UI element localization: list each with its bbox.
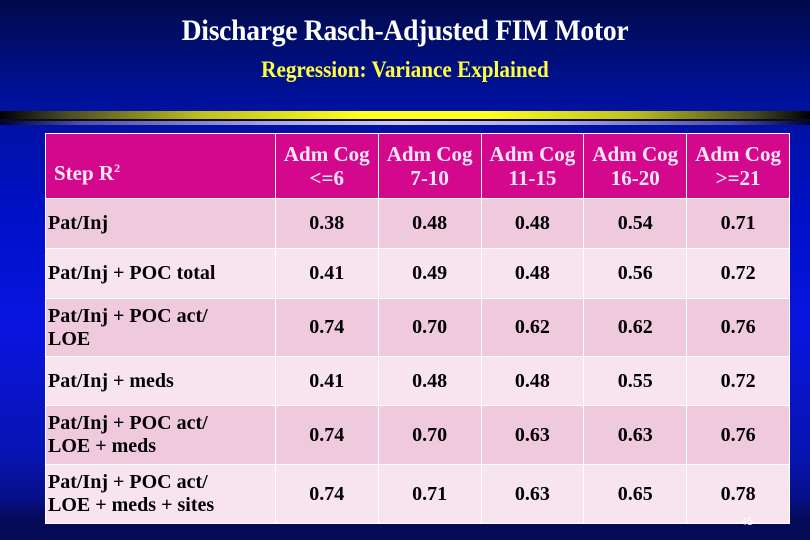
- cell-value: 0.71: [686, 198, 790, 249]
- table-header-row: Step R2 Adm Cog <=6 Adm Cog 7-10 Adm Cog 11…: [45, 133, 790, 199]
- row-label: Pat/Inj + meds: [45, 356, 276, 406]
- cell-value: 0.48: [480, 356, 585, 406]
- header-adm-cog-16-20: Adm Cog 16-20: [583, 133, 688, 199]
- cell-value: 0.54: [583, 198, 688, 249]
- cell-value: 0.41: [274, 248, 379, 299]
- cell-value: 0.48: [480, 198, 585, 249]
- decorative-lavender-bar: [0, 121, 810, 125]
- cell-value: 0.62: [480, 298, 585, 357]
- cell-value: 0.70: [377, 405, 482, 465]
- table-row: Pat/Inj + POC act/LOE + meds 0.74 0.70 0…: [45, 405, 790, 465]
- cell-value: 0.63: [480, 405, 585, 465]
- header-line1: Adm Cog: [386, 142, 473, 166]
- row-label: Pat/Inj + POC act/LOE + meds: [45, 405, 276, 465]
- table-row: Pat/Inj + POC act/LOE + meds + sites 0.7…: [45, 464, 790, 524]
- decorative-yellow-bar: [0, 111, 810, 119]
- row-label-line1: Pat/Inj + POC total: [48, 262, 216, 284]
- cell-value: 0.48: [377, 356, 482, 406]
- table-row: Pat/Inj + meds 0.41 0.48 0.48 0.55 0.72: [45, 356, 790, 406]
- table-row: Pat/Inj + POC act/LOE 0.74 0.70 0.62 0.6…: [45, 298, 790, 357]
- table-row: Pat/Inj + POC total 0.41 0.49 0.48 0.56 …: [45, 248, 790, 299]
- superscript-2: 2: [114, 160, 121, 175]
- header-step-label: Step R: [54, 160, 115, 185]
- row-label-line1: Pat/Inj: [48, 212, 108, 234]
- cell-value: 0.74: [274, 464, 379, 524]
- header-line2: 16-20: [610, 166, 660, 190]
- variance-explained-table: Step R2 Adm Cog <=6 Adm Cog 7-10 Adm Cog 11…: [45, 133, 790, 524]
- row-label-line2: LOE + meds + sites: [48, 494, 215, 516]
- header-adm-cog-ge21: Adm Cog >=21: [686, 133, 790, 199]
- cell-value: 0.41: [274, 356, 379, 406]
- row-label-line2: LOE + meds: [48, 435, 157, 457]
- cell-value: 0.56: [583, 248, 688, 299]
- cell-value: 0.74: [274, 405, 379, 465]
- header-step-r2: Step R2: [45, 133, 276, 199]
- row-label: Pat/Inj + POC act/LOE: [45, 298, 276, 357]
- header-adm-cog-7-10: Adm Cog 7-10: [377, 133, 482, 199]
- cell-value: 0.49: [377, 248, 482, 299]
- cell-value: 0.70: [377, 298, 482, 357]
- cell-value: 0.76: [686, 405, 790, 465]
- row-label-line2: LOE: [48, 327, 91, 350]
- header-line1: Adm Cog: [695, 142, 781, 166]
- header-adm-cog-le6: Adm Cog <=6: [274, 133, 379, 199]
- row-label-line1: Pat/Inj + POC act/: [48, 304, 208, 327]
- cell-value: 0.62: [583, 298, 688, 357]
- row-label-line1: Pat/Inj + POC act/: [48, 412, 208, 434]
- decorative-dark-line: [0, 119, 810, 121]
- header-line2: >=21: [715, 166, 761, 190]
- row-label-line1: Pat/Inj + POC act/: [48, 471, 208, 493]
- header-line2: 11-15: [508, 166, 557, 190]
- slide-subtitle: Regression: Variance Explained: [261, 57, 549, 82]
- header-line1: Adm Cog: [592, 142, 679, 166]
- cell-value: 0.48: [377, 198, 482, 249]
- cell-value: 0.71: [377, 464, 482, 524]
- header-line1: Adm Cog: [489, 142, 576, 166]
- row-label-line1: Pat/Inj + meds: [48, 369, 174, 392]
- cell-value: 0.72: [686, 356, 790, 406]
- cell-value: 0.63: [583, 405, 688, 465]
- cell-value: 0.78: [686, 464, 790, 524]
- header-line1: Adm Cog: [283, 142, 370, 166]
- row-label: Pat/Inj: [45, 198, 276, 249]
- page-number: 45: [740, 516, 754, 528]
- cell-value: 0.72: [686, 248, 790, 299]
- cell-value: 0.55: [583, 356, 688, 406]
- header-line2: <=6: [309, 166, 344, 190]
- header-adm-cog-11-15: Adm Cog 11-15: [480, 133, 585, 199]
- table-row: Pat/Inj 0.38 0.48 0.48 0.54 0.71: [45, 198, 790, 249]
- row-label: Pat/Inj + POC total: [45, 248, 276, 299]
- row-label: Pat/Inj + POC act/LOE + meds + sites: [45, 464, 276, 524]
- cell-value: 0.38: [274, 198, 379, 249]
- cell-value: 0.63: [480, 464, 585, 524]
- cell-value: 0.76: [686, 298, 790, 357]
- cell-value: 0.48: [480, 248, 585, 299]
- slide-title: Discharge Rasch-Adjusted FIM Motor: [181, 14, 629, 47]
- cell-value: 0.65: [583, 464, 688, 524]
- header-line2: 7-10: [410, 166, 449, 190]
- cell-value: 0.74: [274, 298, 379, 357]
